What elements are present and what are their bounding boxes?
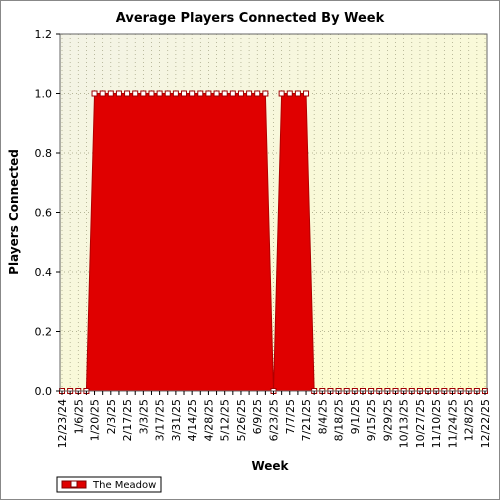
x-tick-label: 9/29/25 (381, 399, 394, 441)
data-point (115, 90, 122, 97)
x-tick-label: 2/17/25 (121, 399, 134, 441)
x-tick-label: 11/10/25 (430, 399, 443, 448)
legend: The Meadow (56, 476, 162, 493)
x-tick-label: 7/21/25 (300, 399, 313, 441)
series-area-fill (85, 93, 275, 392)
x-tick-label: 6/9/25 (251, 399, 264, 434)
x-tick-label: 9/1/25 (349, 399, 362, 434)
data-point (197, 90, 204, 97)
data-point (221, 90, 228, 97)
data-point (278, 90, 285, 97)
x-tick-label: 9/15/25 (365, 399, 378, 441)
chart-title: Average Players Connected By Week (116, 11, 385, 26)
x-tick-label: 11/24/25 (446, 399, 459, 448)
x-tick-label: 10/13/25 (398, 399, 411, 448)
data-point (229, 90, 236, 97)
data-point (91, 90, 98, 97)
y-tick-label: 0.2 (35, 326, 53, 339)
y-tick-label: 1.2 (35, 28, 53, 41)
y-tick-label: 0.8 (35, 147, 53, 160)
x-tick-label: 5/12/25 (219, 399, 232, 441)
x-tick-label: 6/23/25 (268, 399, 281, 441)
y-tick-label: 1.0 (35, 88, 53, 101)
x-tick-label: 4/14/25 (186, 399, 199, 441)
y-tick-label: 0.6 (35, 207, 53, 220)
x-tick-label: 12/8/25 (463, 399, 476, 441)
x-tick-label: 8/4/25 (316, 399, 329, 434)
data-point (303, 90, 310, 97)
y-tick-label: 0.4 (35, 266, 53, 279)
data-point (237, 90, 244, 97)
data-point (189, 90, 196, 97)
data-point (156, 90, 163, 97)
data-point (140, 90, 147, 97)
data-point (205, 90, 212, 97)
data-point (254, 90, 261, 97)
x-tick-label: 3/17/25 (154, 399, 167, 441)
legend-label: The Meadow (92, 480, 156, 491)
x-tick-label: 3/3/25 (137, 399, 150, 434)
x-tick-label: 5/26/25 (235, 399, 248, 441)
y-axis-title: Players Connected (7, 149, 21, 275)
data-point (172, 90, 179, 97)
x-axis-title: Week (251, 459, 289, 473)
x-axis: 12/23/24 1/6/25 1/20/25 2/3/25 2/17/25 3/3/25… (56, 391, 492, 448)
data-point (132, 90, 139, 97)
data-point (164, 90, 171, 97)
x-tick-label: 3/31/25 (170, 399, 183, 441)
data-point (148, 90, 155, 97)
data-point (99, 90, 106, 97)
x-tick-label: 12/23/24 (56, 399, 69, 448)
x-tick-label: 4/28/25 (202, 399, 215, 441)
x-tick-label: 8/18/25 (333, 399, 346, 441)
data-point (213, 90, 220, 97)
data-point (286, 90, 293, 97)
x-tick-label: 1/6/25 (72, 399, 85, 434)
data-point (262, 90, 269, 97)
data-point (294, 90, 301, 97)
x-tick-label: 1/20/25 (89, 399, 102, 441)
data-point (124, 90, 131, 97)
x-tick-label: 10/27/25 (414, 399, 427, 448)
data-point (246, 90, 253, 97)
legend-marker-icon (70, 480, 78, 488)
y-axis: 0.0 0.2 0.4 0.6 0.8 1.0 1.2 (35, 28, 60, 398)
data-point (107, 90, 114, 97)
data-point (181, 90, 188, 97)
y-tick-label: 0.0 (35, 385, 53, 398)
x-tick-label: 2/3/25 (105, 399, 118, 434)
x-tick-label: 12/22/25 (479, 399, 492, 448)
x-tick-label: 7/7/25 (284, 399, 297, 434)
